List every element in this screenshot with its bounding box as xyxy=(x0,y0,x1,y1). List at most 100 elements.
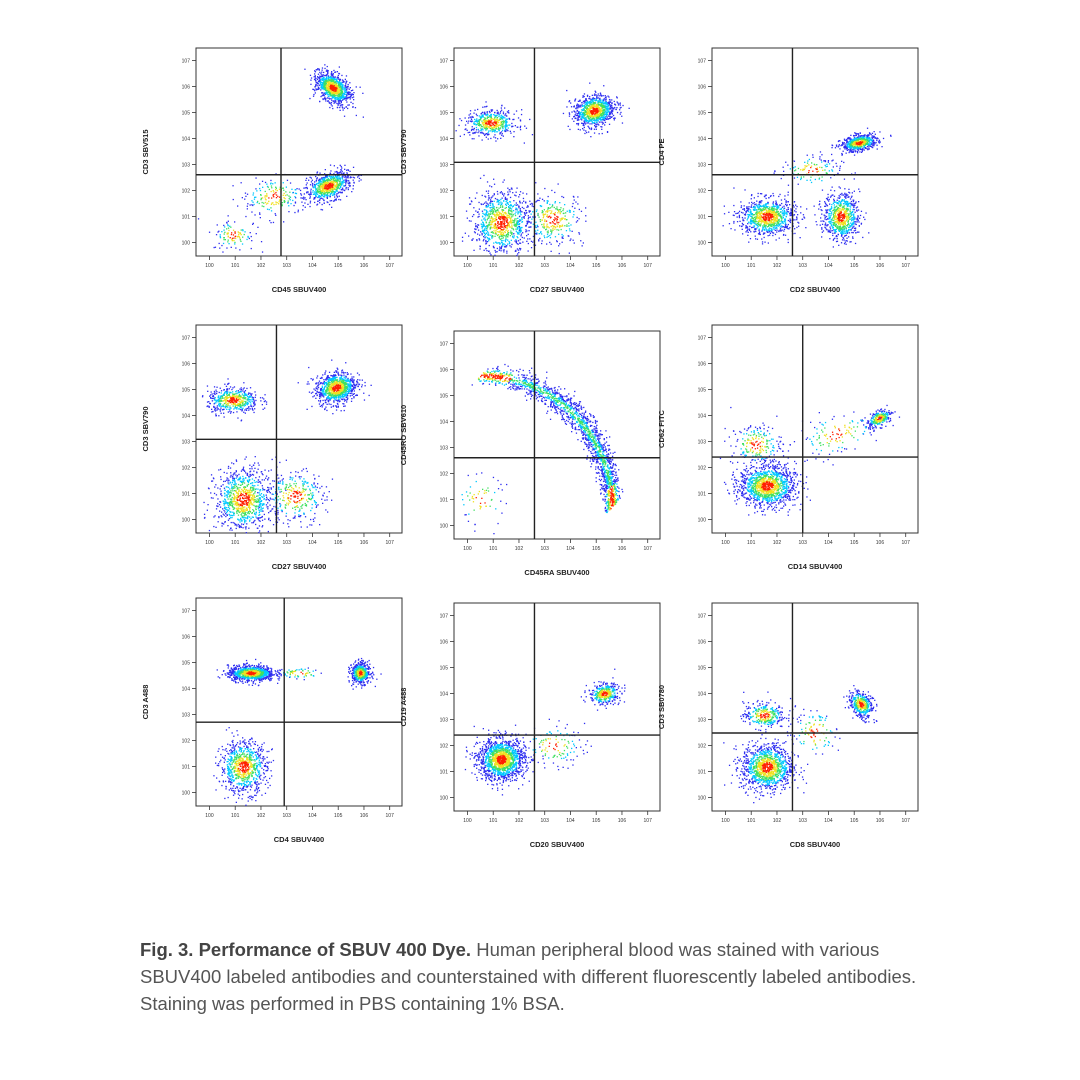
event-point xyxy=(578,232,580,234)
event-point xyxy=(570,238,572,240)
event-point xyxy=(348,88,350,90)
event-point xyxy=(503,116,505,118)
event-point xyxy=(546,231,548,233)
event-point xyxy=(865,147,867,149)
event-point xyxy=(345,97,347,100)
event-point xyxy=(518,225,521,228)
event-point xyxy=(497,234,499,236)
event-point xyxy=(581,117,583,119)
event-point xyxy=(320,178,322,180)
event-point xyxy=(352,185,354,187)
event-point xyxy=(525,127,528,129)
event-point xyxy=(864,144,867,146)
event-point xyxy=(330,83,332,85)
event-point xyxy=(506,216,508,219)
event-point xyxy=(305,184,307,186)
event-point xyxy=(235,237,237,240)
event-point xyxy=(874,136,876,139)
x-tick-label: 106 xyxy=(360,263,369,269)
event-point xyxy=(230,226,232,228)
event-point xyxy=(585,111,587,113)
event-point xyxy=(255,188,257,190)
event-point xyxy=(585,119,587,122)
event-point xyxy=(605,99,607,101)
event-point xyxy=(509,201,512,203)
event-point xyxy=(518,223,520,225)
event-point xyxy=(520,227,522,229)
event-point xyxy=(519,209,521,211)
event-point xyxy=(345,93,347,95)
event-point xyxy=(862,149,864,151)
event-point xyxy=(573,196,575,198)
event-point xyxy=(513,113,515,115)
event-point xyxy=(328,101,330,103)
event-point xyxy=(506,226,509,228)
event-point xyxy=(330,188,332,191)
event-point xyxy=(591,113,593,115)
event-point xyxy=(259,212,261,214)
event-point xyxy=(289,196,291,198)
event-point xyxy=(345,82,347,84)
event-point xyxy=(309,97,311,100)
event-point xyxy=(504,130,506,132)
event-point xyxy=(328,89,331,92)
x-tick-label: 102 xyxy=(257,263,266,269)
event-point xyxy=(605,102,607,105)
event-point xyxy=(321,84,323,86)
event-point xyxy=(606,131,609,133)
event-point xyxy=(338,73,341,75)
event-point xyxy=(325,182,327,184)
event-point xyxy=(326,92,328,94)
event-point xyxy=(332,75,334,77)
event-point xyxy=(488,250,490,252)
event-point xyxy=(314,90,316,92)
event-point xyxy=(333,173,335,175)
event-point xyxy=(486,112,488,114)
event-point xyxy=(487,113,489,115)
event-point xyxy=(569,211,571,213)
event-point xyxy=(503,222,505,224)
event-point xyxy=(334,93,336,95)
event-point xyxy=(337,184,339,186)
event-point xyxy=(582,96,584,98)
event-point xyxy=(584,106,587,108)
event-point xyxy=(502,243,504,245)
event-point xyxy=(578,233,581,235)
event-point xyxy=(515,239,517,241)
event-point xyxy=(854,132,856,134)
event-point xyxy=(325,97,327,100)
event-point xyxy=(594,90,596,92)
event-point xyxy=(493,178,495,180)
event-point xyxy=(314,78,316,80)
event-point xyxy=(310,177,312,179)
event-point xyxy=(485,201,487,203)
event-point xyxy=(245,215,247,218)
event-point xyxy=(330,187,333,189)
event-point xyxy=(352,106,354,108)
event-point xyxy=(485,236,487,238)
event-point xyxy=(322,191,324,193)
event-point xyxy=(553,206,555,209)
event-point xyxy=(485,114,487,116)
event-point xyxy=(347,177,349,179)
event-point xyxy=(521,109,523,111)
event-point xyxy=(488,195,490,197)
event-point xyxy=(305,179,307,181)
event-point xyxy=(332,179,334,181)
event-point xyxy=(561,195,563,198)
event-point xyxy=(530,221,532,223)
event-point xyxy=(489,116,491,118)
event-point xyxy=(592,98,594,100)
event-point xyxy=(513,131,515,133)
event-point xyxy=(543,223,545,225)
event-point xyxy=(494,223,496,225)
event-point xyxy=(492,232,494,234)
event-point xyxy=(526,240,528,242)
event-point xyxy=(330,181,332,183)
event-point xyxy=(332,86,334,88)
event-point xyxy=(315,84,317,86)
event-point xyxy=(234,232,236,234)
event-point xyxy=(332,73,334,76)
event-point xyxy=(328,203,331,206)
event-point xyxy=(252,192,255,194)
